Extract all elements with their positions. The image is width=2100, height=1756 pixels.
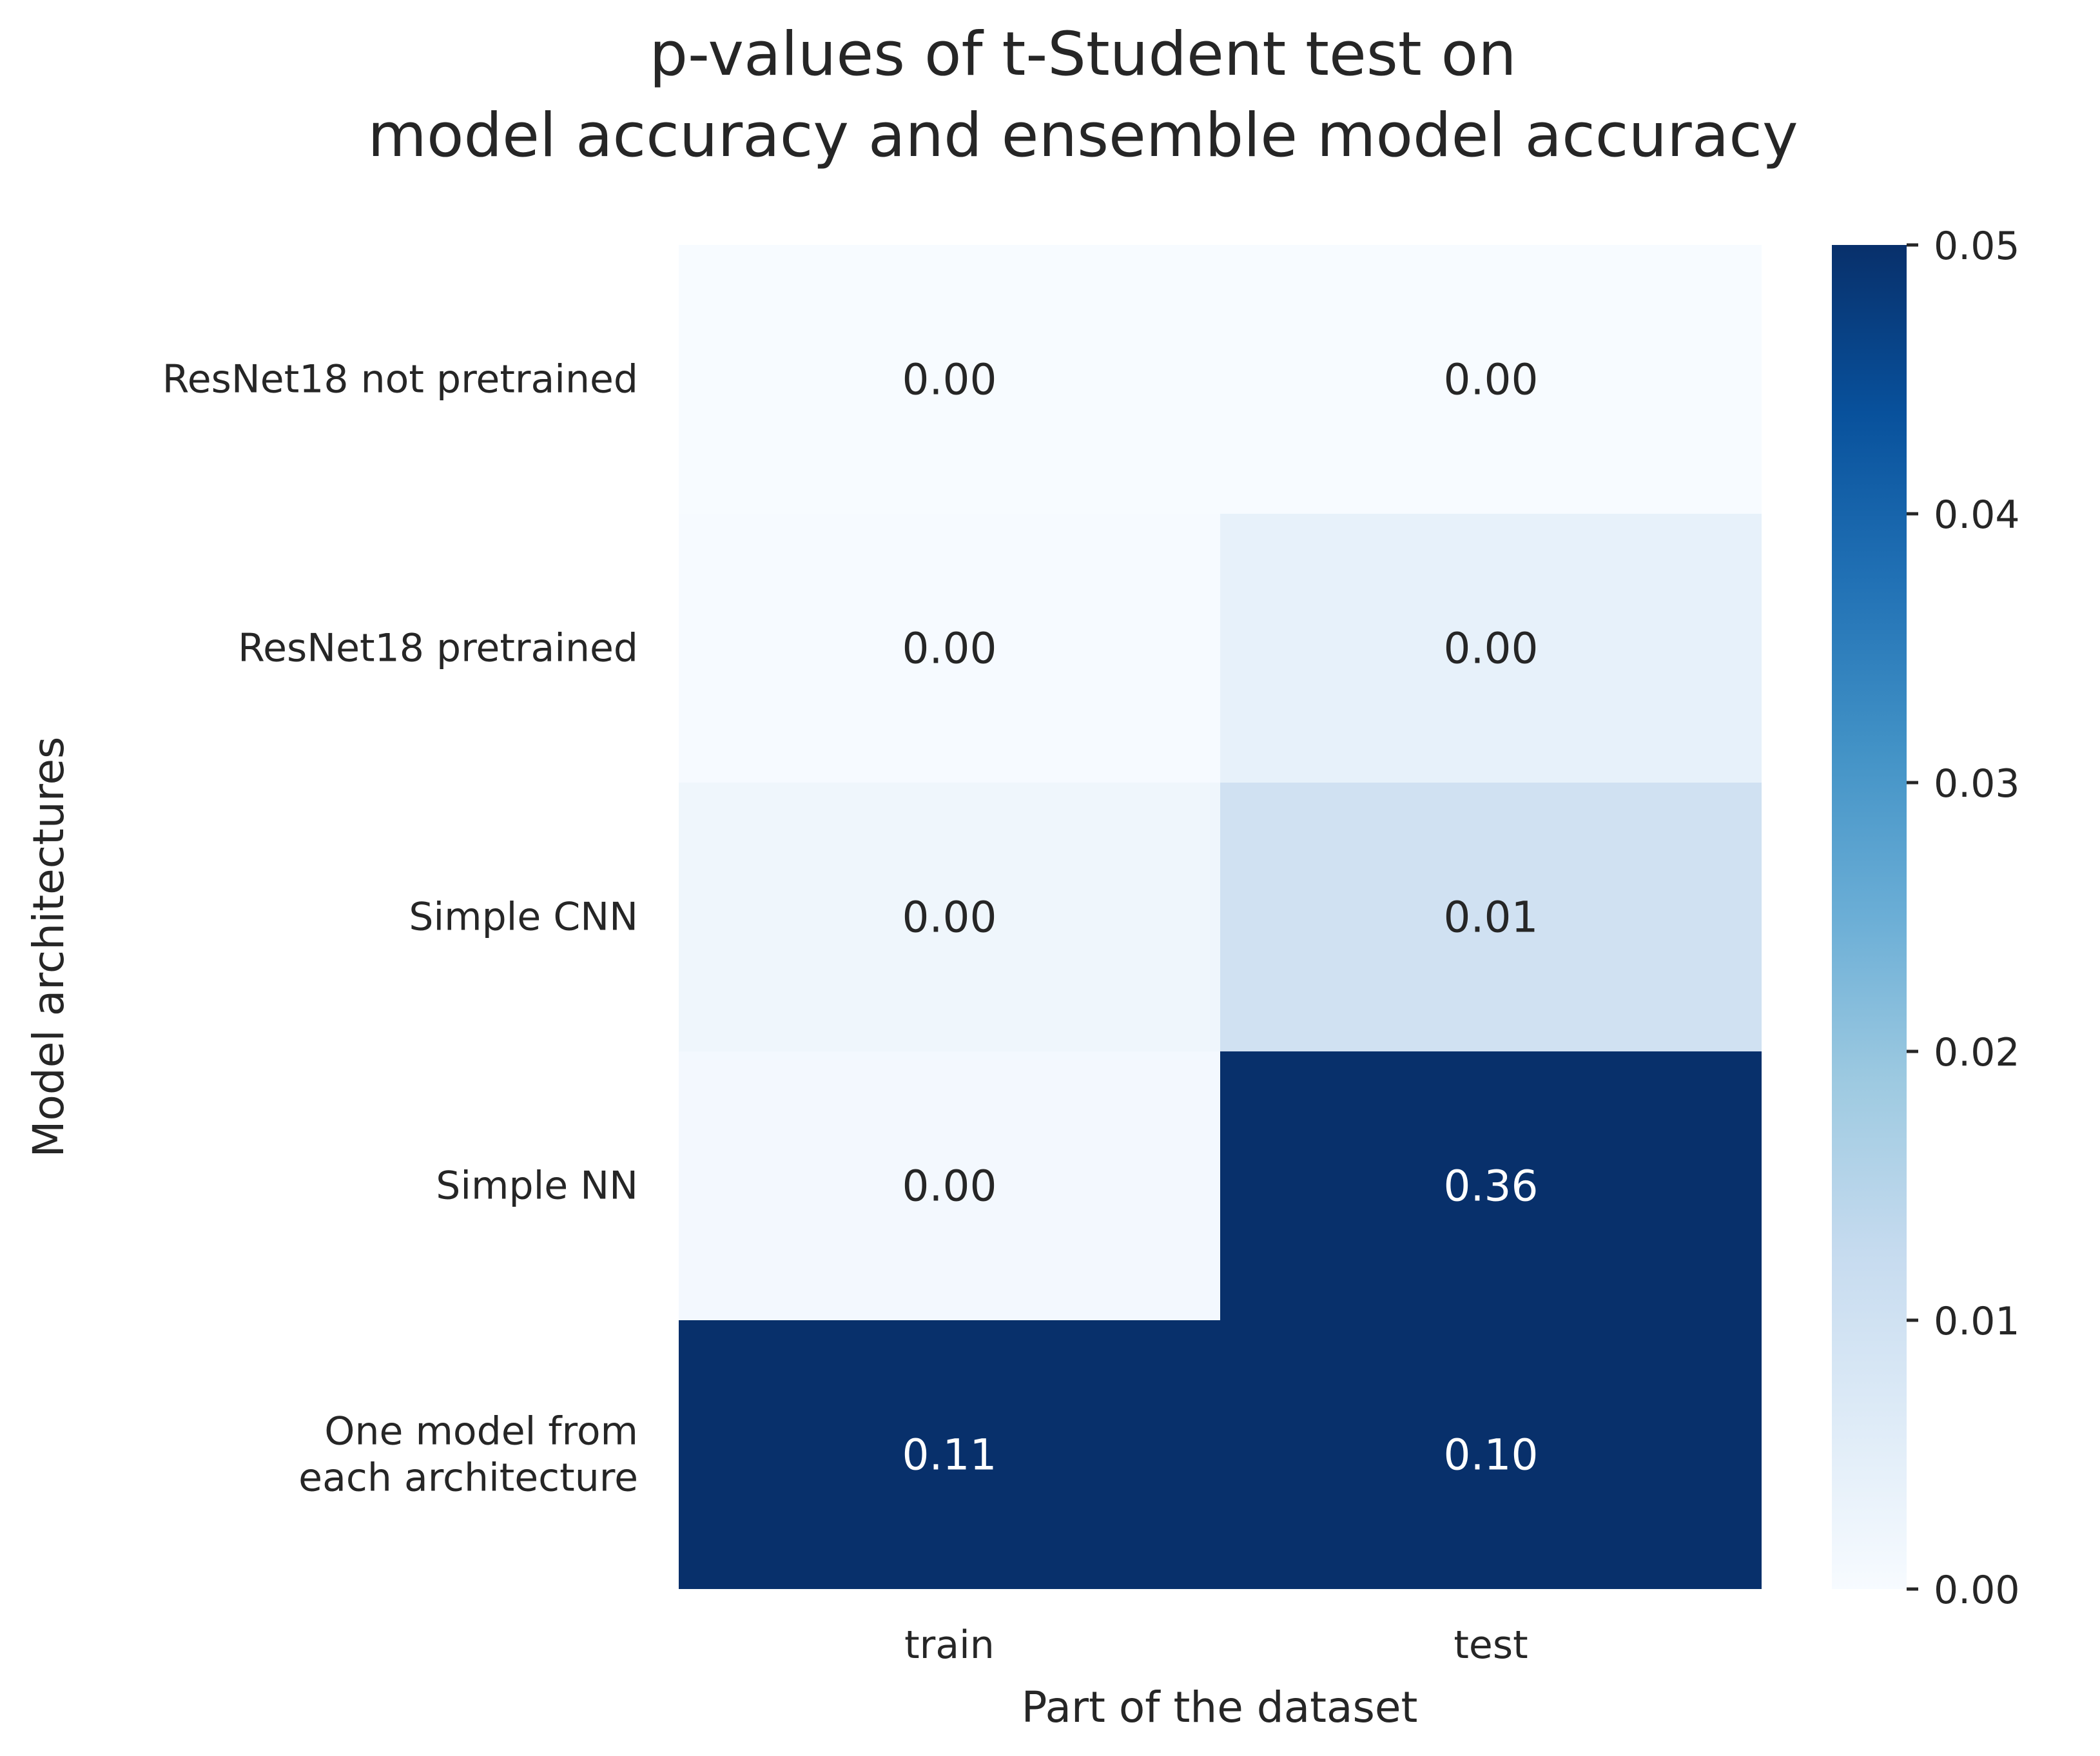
heatmap-cell	[1220, 245, 1762, 514]
heatmap-cell	[1220, 1051, 1762, 1320]
cell-value-label: 0.10	[1444, 1430, 1539, 1480]
y-tick-label: ResNet18 pretrained	[238, 626, 638, 671]
cell-value-label: 0.00	[902, 355, 997, 405]
colorbar-tick-label: 0.01	[1934, 1299, 2020, 1344]
heatmap-cell	[679, 783, 1220, 1051]
x-axis-label: Part of the dataset	[1022, 1683, 1418, 1732]
heatmap-cell	[1220, 783, 1762, 1051]
y-tick-label: each architecture	[298, 1456, 638, 1501]
y-tick-labels: ResNet18 not pretrained ResNet18 pretrain…	[162, 357, 638, 1501]
cell-value-label: 0.00	[1444, 624, 1539, 674]
heatmap-cell	[679, 1320, 1220, 1589]
colorbar-ticks: 0.00 0.01 0.02 0.03 0.04 0.05	[1907, 224, 2020, 1613]
heatmap-cell	[1220, 514, 1762, 783]
chart-title-line-2: model accuracy and ensemble model accura…	[367, 101, 1798, 171]
y-tick-label: Simple CNN	[409, 895, 638, 940]
x-tick-labels: train test	[904, 1623, 1528, 1668]
cell-value-label: 0.11	[902, 1430, 997, 1480]
x-tick-label: test	[1453, 1623, 1528, 1668]
heatmap-cell	[679, 514, 1220, 783]
heatmap-cell	[679, 1051, 1220, 1320]
cell-value-label: 0.36	[1444, 1162, 1539, 1211]
y-tick-label: Simple NN	[436, 1164, 638, 1209]
colorbar-tick-label: 0.02	[1934, 1030, 2020, 1075]
y-tick-label: One model from	[324, 1409, 638, 1454]
heatmap-cells	[679, 245, 1762, 1589]
x-tick-label: train	[904, 1623, 995, 1668]
colorbar-tick-label: 0.03	[1934, 761, 2020, 806]
colorbar-tick-label: 0.00	[1934, 1568, 2020, 1613]
cell-value-label: 0.00	[902, 624, 997, 674]
y-axis-label: Model architectures	[24, 737, 73, 1158]
cell-value-label: 0.01	[1444, 893, 1539, 942]
cell-value-label: 0.00	[902, 893, 997, 942]
colorbar-tick-label: 0.04	[1934, 493, 2020, 538]
heatmap-cell	[679, 245, 1220, 514]
heatmap-cell	[1220, 1320, 1762, 1589]
chart-title-line-1: p-values of t-Student test on	[649, 19, 1516, 90]
y-tick-label: ResNet18 not pretrained	[162, 357, 638, 402]
cell-value-label: 0.00	[902, 1162, 997, 1211]
heatmap-cell-labels: 0.00 0.00 0.00 0.00 0.00 0.01 0.00 0.36 0.11 0.10	[902, 355, 1539, 1480]
colorbar-tick-label: 0.05	[1934, 224, 2020, 269]
cell-value-label: 0.00	[1444, 355, 1539, 405]
colorbar	[1832, 245, 1907, 1589]
